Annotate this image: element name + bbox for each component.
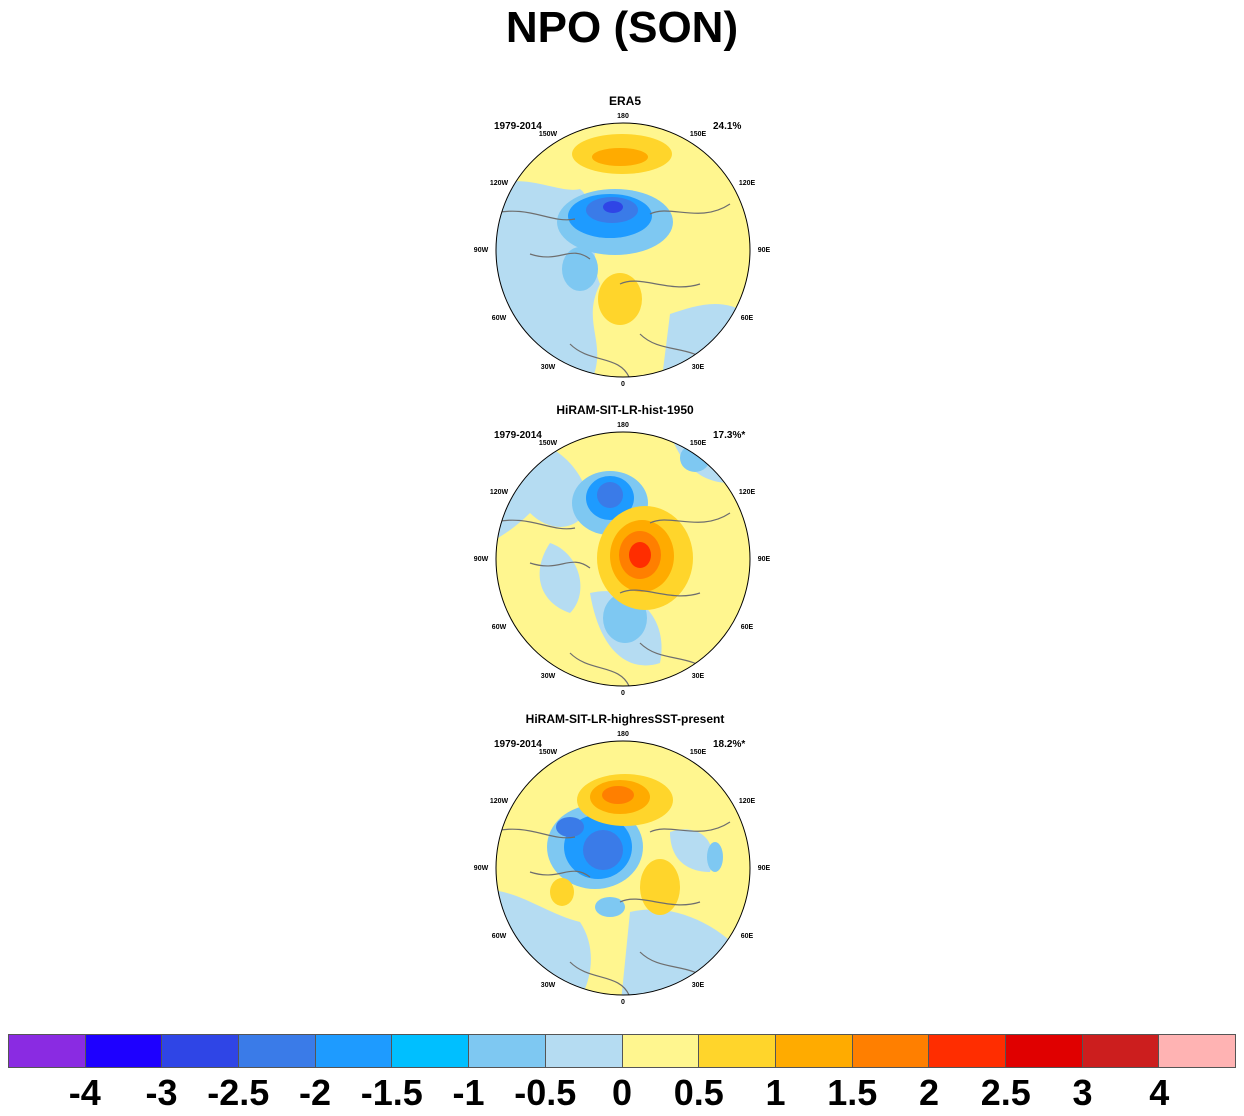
- lon-label: 120W: [489, 180, 509, 187]
- colorbar-tick-label: -1: [452, 1072, 485, 1113]
- colorbar-swatch: [775, 1035, 853, 1067]
- colorbar-swatch: [852, 1035, 930, 1067]
- colorbar-swatch: [929, 1035, 1006, 1067]
- colorbar-swatch: [1082, 1035, 1160, 1067]
- colorbar-swatch: [1005, 1035, 1083, 1067]
- colorbar-swatch: [9, 1035, 86, 1067]
- colorbar: [8, 1034, 1236, 1068]
- period-label: 1979-2014: [494, 739, 542, 750]
- colorbar-tick-label: 4: [1149, 1072, 1170, 1113]
- lon-label: 30W: [540, 364, 556, 371]
- lon-label: 60E: [740, 933, 754, 940]
- colorbar-swatch: [469, 1035, 546, 1067]
- lon-label: 90W: [473, 865, 489, 872]
- period-label: 1979-2014: [494, 121, 542, 132]
- colorbar-tick-label: 2: [918, 1072, 940, 1113]
- lon-label: 120E: [738, 798, 756, 805]
- colorbar-tick-label: 0: [611, 1072, 633, 1113]
- map-panel-era5: ERA5 1979-2014 24.1% 180 150E 120E 90E 6…: [470, 94, 780, 394]
- lon-label: 150W: [538, 131, 558, 138]
- lon-label: 150E: [689, 131, 707, 138]
- lon-label: 120E: [738, 180, 756, 187]
- lon-label: 120W: [489, 798, 509, 805]
- colorbar-tick-label: -0.5: [514, 1072, 577, 1113]
- colorbar-tick-label: -2.5: [207, 1072, 270, 1113]
- lon-label: 150W: [538, 749, 558, 756]
- lon-label: 180: [617, 422, 629, 429]
- lon-label: 30E: [691, 982, 705, 989]
- lon-label: 90E: [757, 865, 771, 872]
- map-panel-highres-sst: HiRAM-SIT-LR-highresSST-present 1979-201…: [470, 712, 780, 1012]
- colorbar-tick-label: -3: [145, 1072, 178, 1113]
- colorbar-swatch: [545, 1035, 623, 1067]
- panel-title: ERA5: [608, 94, 641, 108]
- polar-map-highres-sst: [495, 740, 751, 996]
- variance-label: 17.3%*: [713, 430, 746, 441]
- colorbar-swatch: [162, 1035, 240, 1067]
- colorbar-tick-label: -2: [298, 1072, 331, 1113]
- colorbar-swatch: [315, 1035, 393, 1067]
- panel-title: HiRAM-SIT-LR-hist-1950: [556, 403, 694, 417]
- lon-label: 120W: [489, 489, 509, 496]
- colorbar-tick-label: 3: [1072, 1072, 1093, 1113]
- lon-label: 60E: [740, 315, 754, 322]
- lon-label: 120E: [738, 489, 756, 496]
- variance-label: 24.1%: [713, 121, 742, 132]
- polar-map-era5: [495, 122, 751, 378]
- colorbar-swatch: [1159, 1035, 1235, 1067]
- polar-map-hist-1950: [495, 431, 751, 687]
- lon-label: 90E: [757, 556, 771, 563]
- lon-label: 180: [617, 731, 629, 738]
- figure-title: NPO (SON): [505, 3, 739, 52]
- lon-label: 60W: [491, 933, 507, 940]
- lon-label: 30W: [540, 982, 556, 989]
- panel-title: HiRAM-SIT-LR-highresSST-present: [525, 712, 725, 726]
- lon-label: 90W: [473, 247, 489, 254]
- lon-label: 30E: [691, 364, 705, 371]
- colorbar-swatch: [239, 1035, 316, 1067]
- lon-label: 30W: [540, 673, 556, 680]
- lon-label: 150E: [689, 749, 707, 756]
- lon-label: 60E: [740, 624, 754, 631]
- colorbar-tick-label: 2.5: [980, 1072, 1031, 1113]
- lon-label: 90E: [757, 247, 771, 254]
- lon-label: 0: [621, 999, 625, 1006]
- period-label: 1979-2014: [494, 430, 542, 441]
- colorbar-tick-label: 0.5: [673, 1072, 724, 1113]
- colorbar-swatch: [392, 1035, 470, 1067]
- lon-label: 60W: [491, 624, 507, 631]
- map-panel-hist-1950: HiRAM-SIT-LR-hist-1950 1979-2014 17.3%* …: [470, 403, 780, 703]
- lon-label: 0: [621, 690, 625, 697]
- lon-label: 60W: [491, 315, 507, 322]
- colorbar-swatch: [622, 1035, 700, 1067]
- colorbar-swatch: [699, 1035, 776, 1067]
- lon-label: 180: [617, 113, 629, 120]
- lon-label: 0: [621, 381, 625, 388]
- lon-label: 150E: [689, 440, 707, 447]
- colorbar-tick-label: 1: [765, 1072, 786, 1113]
- lon-label: 30E: [691, 673, 705, 680]
- colorbar-tick-label: 1.5: [827, 1072, 878, 1113]
- lon-label: 150W: [538, 440, 558, 447]
- lon-label: 90W: [473, 556, 489, 563]
- colorbar-swatch: [85, 1035, 163, 1067]
- variance-label: 18.2%*: [713, 739, 746, 750]
- colorbar-tick-label: -4: [68, 1072, 101, 1113]
- colorbar-tick-label: -1.5: [360, 1072, 423, 1113]
